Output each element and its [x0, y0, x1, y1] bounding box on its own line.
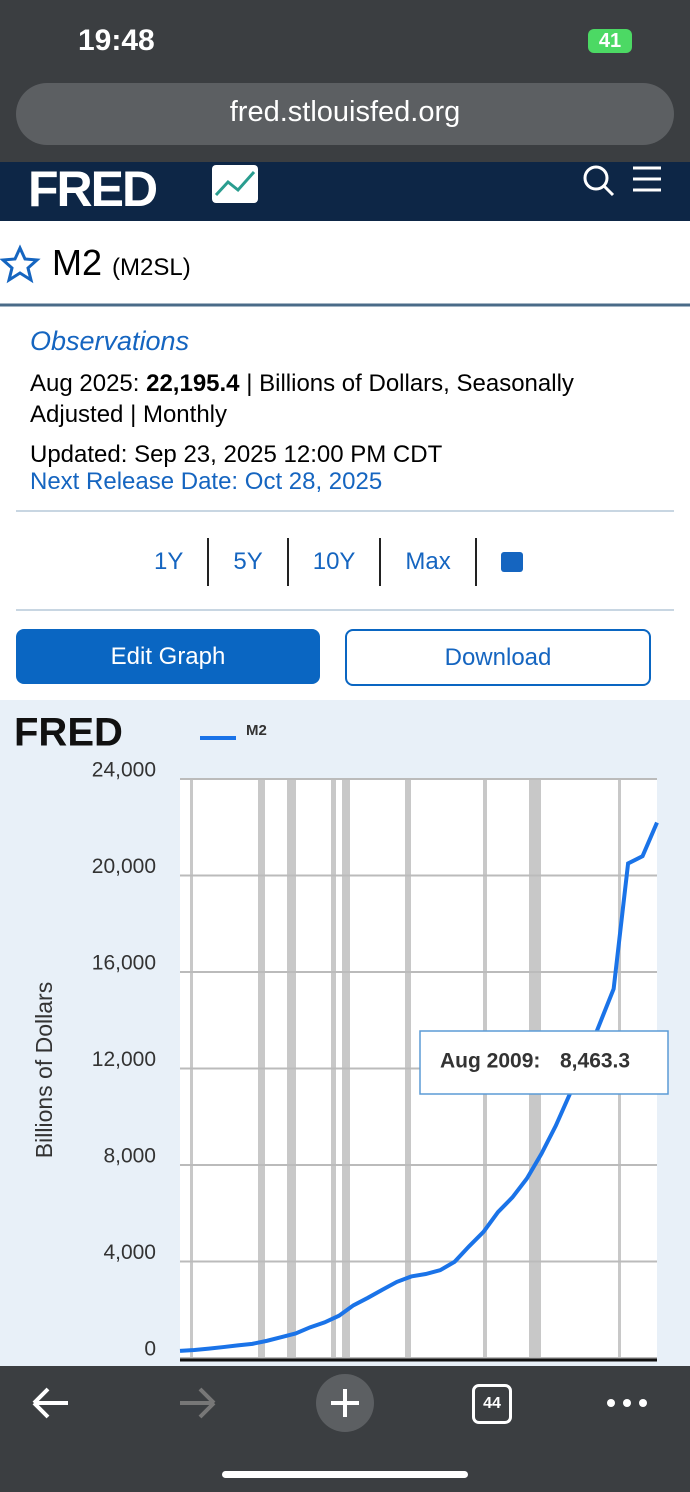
tab-count[interactable]: 44: [472, 1384, 512, 1424]
range-button[interactable]: 1Y: [130, 538, 210, 586]
y-tick-label: 0: [144, 1338, 156, 1361]
obs-value: 22,195.4: [146, 370, 240, 397]
toolbar-icons: [32, 1374, 647, 1478]
download-button[interactable]: Download: [345, 629, 651, 686]
tooltip-value: 8,463.3: [560, 1050, 630, 1073]
url-bar[interactable]: [16, 83, 674, 145]
y-tick-label: 20,000: [92, 855, 156, 878]
y-tick-label: 12,000: [92, 1048, 156, 1071]
y-tick-label: 16,000: [92, 952, 156, 975]
chart-logo: FRED: [14, 711, 123, 755]
y-tick-label: 4,000: [103, 1241, 156, 1264]
obs-line: Aug 2025: 22,195.4 | Billions of Dollars…: [30, 368, 630, 430]
obs-heading[interactable]: Observations: [30, 326, 190, 356]
edit-button[interactable]: Edit Graph: [16, 629, 320, 684]
clock: 19:48: [78, 24, 155, 57]
icons: [0, 165, 690, 307]
battery: 41: [588, 29, 632, 53]
next-release[interactable]: Next Release Date: Oct 28, 2025: [30, 468, 383, 495]
range-bar: 1Y 5Y 10Y Max: [130, 538, 547, 586]
divider: [16, 510, 674, 512]
calendar-button[interactable]: [500, 552, 523, 572]
updated: Updated: Sep 23, 2025 12:00 PM CDT: [30, 441, 443, 468]
legend-label: M2: [246, 722, 267, 739]
obs-date: Aug 2025:: [30, 370, 140, 397]
code: (M2SL): [112, 254, 191, 281]
obs-units: | Billions of Dollars, Seasonally Adjust…: [30, 370, 574, 428]
y-axis-label: Billions of Dollars: [31, 982, 57, 1158]
logo: FRED: [28, 161, 158, 217]
range-button[interactable]: Max: [381, 538, 477, 586]
series-title: M2 (M2SL): [52, 242, 191, 284]
title: M2: [52, 242, 103, 283]
chart: FRED M2 Billions of Dollars 0 4,000 8,000 1…: [0, 700, 690, 1366]
y-tick-label: 8,000: [103, 1145, 156, 1168]
y-tick-label: 24,000: [92, 759, 156, 782]
divider: [16, 609, 674, 611]
url: fred.stlouisfed.org: [229, 96, 461, 128]
range-button[interactable]: 10Y: [289, 538, 382, 586]
range-button[interactable]: 5Y: [209, 538, 289, 586]
tooltip-date: Aug 2009:: [440, 1050, 540, 1073]
tooltip: [419, 1030, 669, 1095]
site-header: [0, 162, 690, 221]
